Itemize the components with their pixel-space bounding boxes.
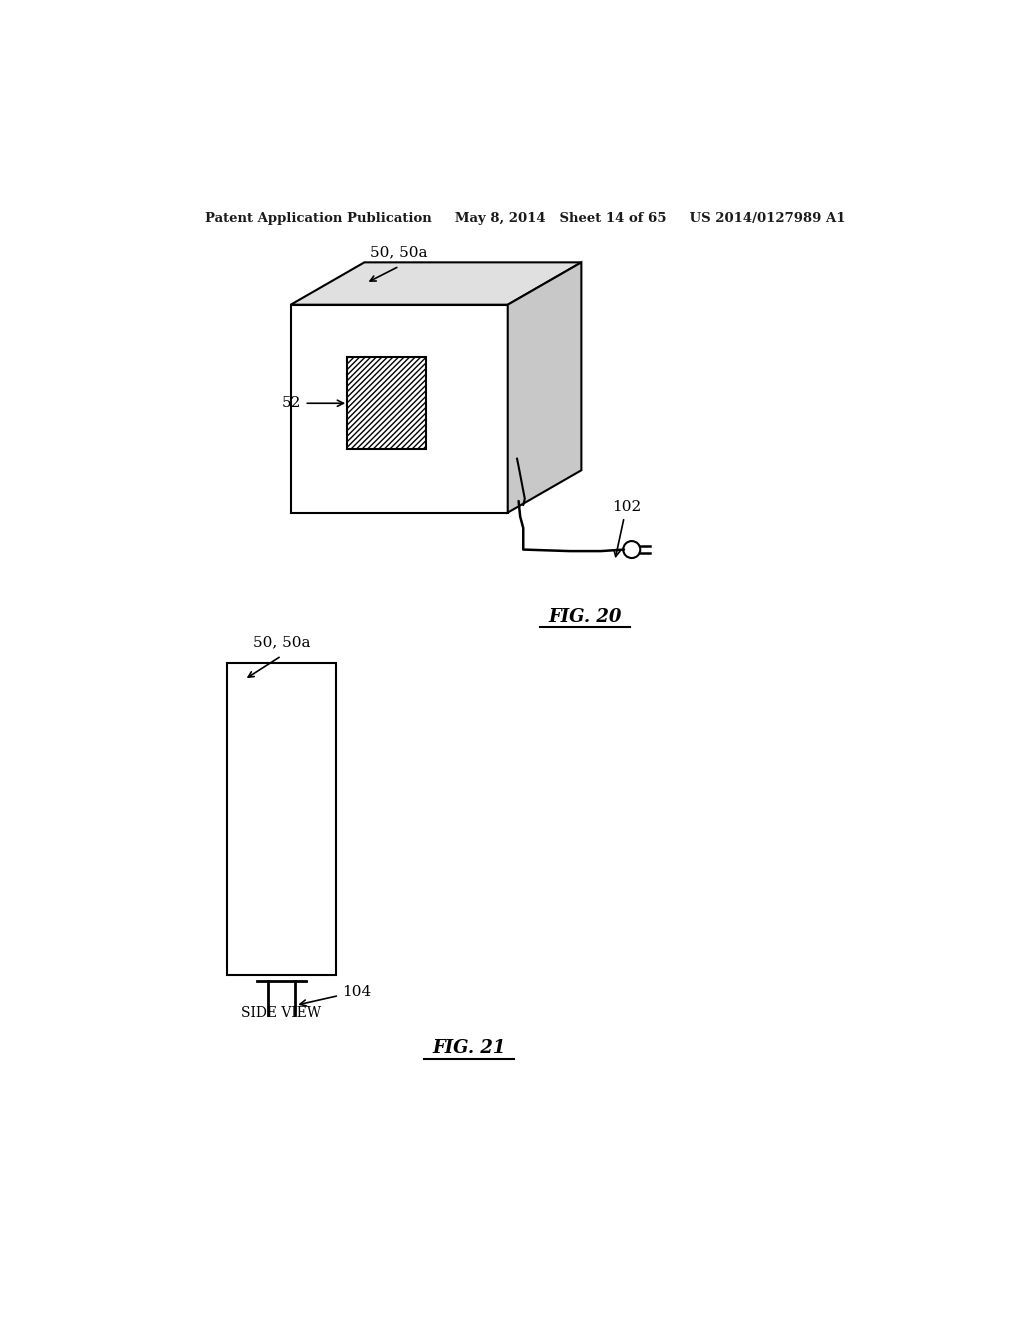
Circle shape [624,541,640,558]
Text: 52: 52 [283,396,343,411]
Polygon shape [346,358,426,449]
Text: 50, 50a: 50, 50a [253,635,310,649]
Text: FIG. 21: FIG. 21 [432,1039,506,1057]
Text: 50, 50a: 50, 50a [371,246,428,259]
Text: FIG. 20: FIG. 20 [549,607,622,626]
Polygon shape [227,663,336,974]
Text: 104: 104 [300,985,371,1006]
Text: Patent Application Publication     May 8, 2014   Sheet 14 of 65     US 2014/0127: Patent Application Publication May 8, 20… [205,213,845,224]
Polygon shape [291,305,508,512]
Text: 102: 102 [611,500,641,557]
Polygon shape [291,263,582,305]
Polygon shape [508,263,582,512]
Text: SIDE VIEW: SIDE VIEW [242,1006,322,1020]
